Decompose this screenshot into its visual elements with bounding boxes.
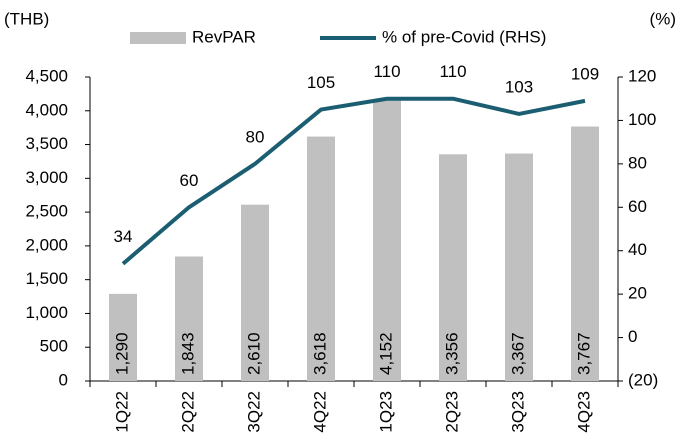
bar-value-label: 2,610: [244, 332, 263, 375]
legend-label: % of pre-Covid (RHS): [382, 27, 546, 46]
line-value-label: 105: [307, 73, 335, 92]
y-tick-label: 1,000: [25, 303, 68, 322]
x-tick-label: 4Q22: [310, 391, 329, 433]
line-value-label: 109: [571, 64, 599, 83]
bar-value-label: 1,843: [178, 332, 197, 375]
y-tick-label: 2,000: [25, 235, 68, 254]
line-value-label: 60: [180, 171, 199, 190]
x-tick-label: 1Q23: [376, 391, 395, 433]
y-tick-label: 3,000: [25, 168, 68, 187]
y2-tick-label: 20: [628, 284, 647, 303]
bar-value-label: 1,290: [112, 332, 131, 375]
bar: [373, 100, 401, 381]
bar-value-label: 3,356: [442, 332, 461, 375]
y-tick-label: 500: [40, 337, 68, 356]
legend-swatch: [130, 32, 186, 44]
x-tick-label: 2Q23: [442, 391, 461, 433]
line-value-label: 110: [373, 62, 400, 81]
y-tick-label: 3,500: [25, 134, 68, 153]
x-tick-label: 3Q22: [244, 391, 263, 433]
line-value-label: 34: [114, 227, 133, 246]
bar: [571, 126, 599, 381]
y2-tick-label: 80: [628, 153, 647, 172]
y2-tick-label: 60: [628, 197, 647, 216]
y-tick-label: 1,500: [25, 269, 68, 288]
bar: [241, 204, 269, 381]
line-value-label: 80: [246, 127, 265, 146]
y2-axis-label: (%): [650, 9, 676, 28]
x-tick-label: 3Q23: [508, 391, 527, 433]
y2-tick-label: 100: [628, 110, 656, 129]
bar-value-label: 3,618: [310, 332, 329, 375]
y2-tick-label: 120: [628, 66, 656, 85]
x-tick-label: 2Q22: [178, 391, 197, 433]
bar: [307, 136, 335, 381]
y-axis-label: (THB): [4, 9, 49, 28]
bar-value-label: 3,367: [508, 332, 527, 375]
y-tick-label: 2,500: [25, 202, 68, 221]
y-tick-label: 4,500: [25, 66, 68, 85]
bar: [439, 154, 467, 381]
x-tick-label: 1Q22: [112, 391, 131, 433]
y2-tick-label: 40: [628, 240, 647, 259]
line-value-label: 103: [505, 77, 533, 96]
y2-tick-label: (20): [628, 370, 658, 389]
line: [121, 96, 586, 266]
legend-label: RevPAR: [192, 27, 256, 46]
y-tick-label: 4,000: [25, 100, 68, 119]
bar: [505, 153, 533, 381]
line-value-label: 110: [439, 62, 466, 81]
bar: [175, 256, 203, 381]
y2-tick-label: 0: [628, 327, 637, 346]
bar-value-label: 3,767: [574, 332, 593, 375]
bar-value-label: 4,152: [376, 332, 395, 375]
y-tick-label: 0: [59, 370, 68, 389]
bar: [109, 293, 137, 381]
x-tick-label: 4Q23: [574, 391, 593, 433]
